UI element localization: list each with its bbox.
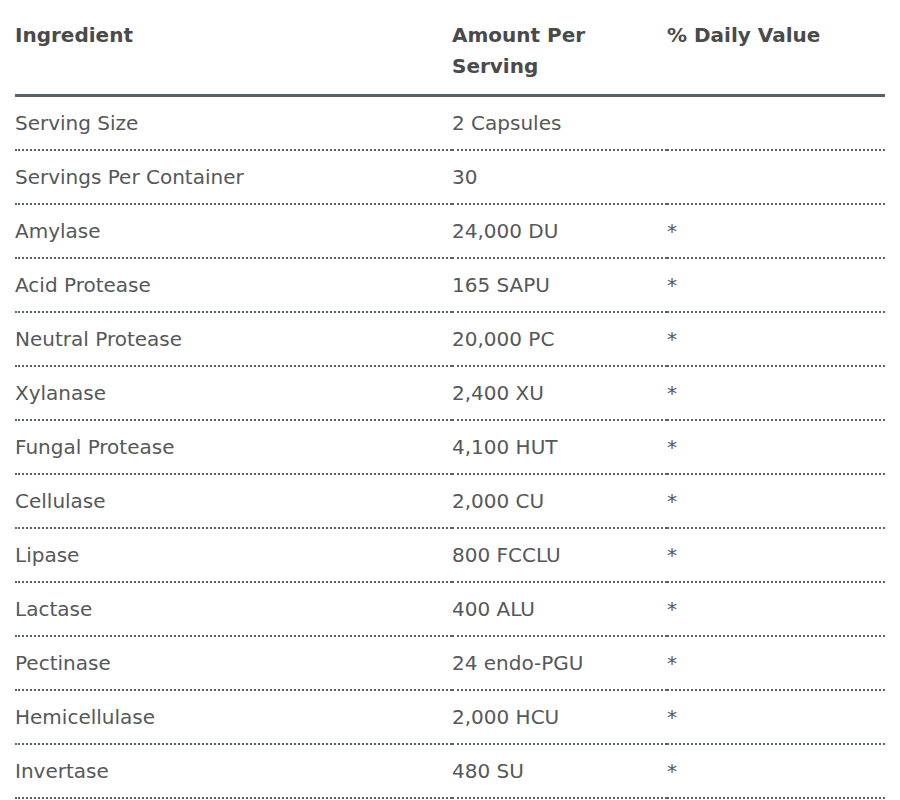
amount-cell: 800 FCCLU [452,528,667,582]
daily-value-cell: * [667,528,885,582]
ingredient-cell: Lactase [15,582,452,636]
amount-cell: 2,000 CU [452,474,667,528]
ingredient-cell: Servings Per Container [15,150,452,204]
ingredient-cell: Serving Size [15,96,452,151]
table-row: Invertase 480 SU * [15,744,885,798]
ingredient-cell: Lipase [15,528,452,582]
amount-cell: 2 Capsules [452,96,667,151]
column-header-daily-value-label: % Daily Value [667,23,820,47]
amount-cell: 2,000 HCU [452,690,667,744]
daily-value-cell [667,96,885,151]
header-row: Ingredient Amount Per Serving % Daily Va… [15,0,885,96]
amount-cell: 400 ALU [452,582,667,636]
column-header-amount-per-serving: Amount Per Serving [452,0,667,96]
supplement-facts-panel: Ingredient Amount Per Serving % Daily Va… [0,0,900,800]
daily-value-cell: * [667,744,885,798]
daily-value-cell: * [667,258,885,312]
ingredient-cell: Acid Protease [15,258,452,312]
table-row: Pectinase 24 endo-PGU * [15,636,885,690]
table-row: Neutral Protease 20,000 PC * [15,312,885,366]
amount-cell: 24,000 DU [452,204,667,258]
daily-value-cell: * [667,582,885,636]
column-header-ingredient: Ingredient [15,0,452,96]
ingredient-cell: Cellulase [15,474,452,528]
table-row: Servings Per Container 30 [15,150,885,204]
table-row: Serving Size 2 Capsules [15,96,885,151]
daily-value-cell: * [667,636,885,690]
amount-cell: 30 [452,150,667,204]
daily-value-cell: * [667,474,885,528]
table-row: Acid Protease 165 SAPU * [15,258,885,312]
amount-cell: 4,100 HUT [452,420,667,474]
daily-value-cell [667,150,885,204]
table-row: Amylase 24,000 DU * [15,204,885,258]
table-row: Xylanase 2,400 XU * [15,366,885,420]
column-header-amount-per-serving-label: Amount Per Serving [452,20,602,82]
daily-value-cell: * [667,312,885,366]
table-body: Serving Size 2 Capsules Servings Per Con… [15,96,885,799]
table-header: Ingredient Amount Per Serving % Daily Va… [15,0,885,96]
column-header-ingredient-label: Ingredient [15,23,133,47]
amount-cell: 2,400 XU [452,366,667,420]
table-row: Hemicellulase 2,000 HCU * [15,690,885,744]
table-row: Lipase 800 FCCLU * [15,528,885,582]
ingredient-cell: Neutral Protease [15,312,452,366]
amount-cell: 165 SAPU [452,258,667,312]
column-header-daily-value: % Daily Value [667,0,885,96]
table-row: Lactase 400 ALU * [15,582,885,636]
ingredient-cell: Hemicellulase [15,690,452,744]
daily-value-cell: * [667,420,885,474]
supplement-facts-table: Ingredient Amount Per Serving % Daily Va… [15,0,885,799]
amount-cell: 24 endo-PGU [452,636,667,690]
ingredient-cell: Invertase [15,744,452,798]
daily-value-cell: * [667,690,885,744]
daily-value-cell: * [667,366,885,420]
table-row: Fungal Protease 4,100 HUT * [15,420,885,474]
ingredient-cell: Pectinase [15,636,452,690]
ingredient-cell: Amylase [15,204,452,258]
table-row: Cellulase 2,000 CU * [15,474,885,528]
ingredient-cell: Xylanase [15,366,452,420]
amount-cell: 20,000 PC [452,312,667,366]
ingredient-cell: Fungal Protease [15,420,452,474]
daily-value-cell: * [667,204,885,258]
amount-cell: 480 SU [452,744,667,798]
